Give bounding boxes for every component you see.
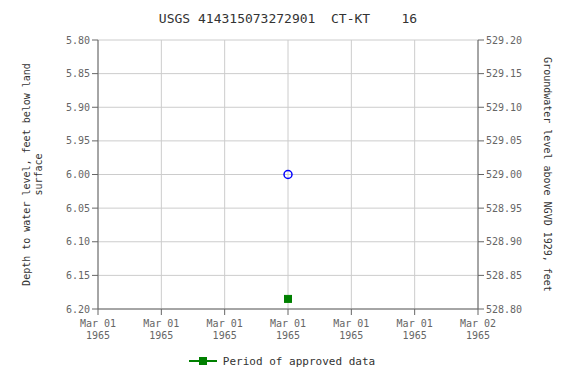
svg-text:528.95: 528.95 bbox=[486, 203, 522, 214]
svg-text:Mar 011965: Mar 011965 bbox=[143, 318, 179, 341]
svg-text:528.80: 528.80 bbox=[486, 304, 522, 315]
svg-text:Mar 011965: Mar 011965 bbox=[80, 318, 116, 341]
svg-text:529.05: 529.05 bbox=[486, 135, 522, 146]
svg-text:528.85: 528.85 bbox=[486, 270, 522, 281]
svg-text:529.10: 529.10 bbox=[486, 102, 522, 113]
svg-text:6.10: 6.10 bbox=[66, 236, 90, 247]
svg-text:Mar 021965: Mar 021965 bbox=[460, 318, 496, 341]
svg-text:6.00: 6.00 bbox=[66, 169, 90, 180]
svg-text:5.90: 5.90 bbox=[66, 102, 90, 113]
svg-text:5.85: 5.85 bbox=[66, 68, 90, 79]
svg-text:529.20: 529.20 bbox=[486, 35, 522, 46]
html-text:USGS 414315073272901 CT-KT 16: USGS 414315073272901 CT-KT 16 bbox=[158, 11, 418, 26]
svg-text:5.80: 5.80 bbox=[66, 35, 90, 46]
svg-text:Depth to water level, feet bel: Depth to water level, feet below landsur… bbox=[21, 63, 44, 286]
svg-text:Mar 011965: Mar 011965 bbox=[270, 318, 306, 341]
svg-text:529.15: 529.15 bbox=[486, 68, 522, 79]
svg-text:6.20: 6.20 bbox=[66, 304, 90, 315]
svg-text:5.95: 5.95 bbox=[66, 135, 90, 146]
svg-text:6.05: 6.05 bbox=[66, 203, 90, 214]
svg-text:529.00: 529.00 bbox=[486, 169, 522, 180]
svg-text:Mar 011965: Mar 011965 bbox=[397, 318, 433, 341]
svg-text:Groundwater level above NGVD 1: Groundwater level above NGVD 1929, feet bbox=[542, 57, 553, 292]
svg-text:Mar 011965: Mar 011965 bbox=[333, 318, 369, 341]
html-text:Period of approved data: Period of approved data bbox=[222, 354, 376, 368]
svg-text:6.15: 6.15 bbox=[66, 270, 90, 281]
svg-text:Mar 011965: Mar 011965 bbox=[207, 318, 243, 341]
svg-text:528.90: 528.90 bbox=[486, 236, 522, 247]
